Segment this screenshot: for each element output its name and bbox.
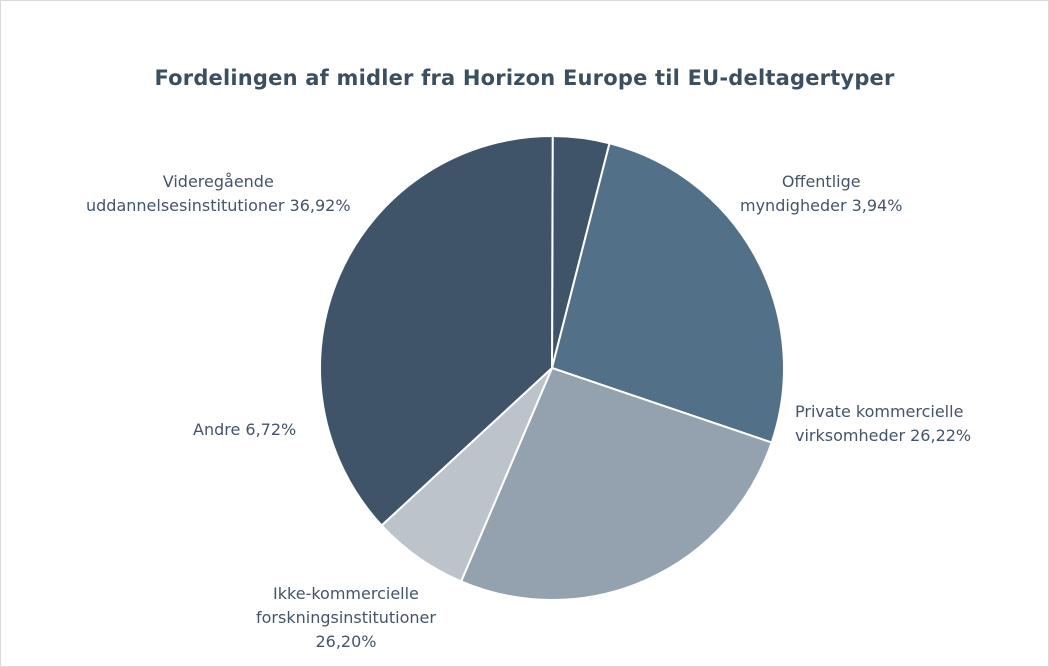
pie-slice-videreg-ende-uddannelsesinstitutioner — [319, 134, 554, 527]
label-private-kommercielle-virksomheder: Private kommercielle virksomheder 26,22% — [795, 402, 972, 445]
label-ikke-kommercielle-forskningsinstitutioner: Ikke-kommercielle forskningsinstitutione… — [256, 584, 436, 651]
pie-slice-private-kommercielle-virksomheder — [550, 142, 785, 444]
label-videregaaende-uddannelsesinstitutioner: Videregående uddannelsesinstitutioner 36… — [86, 172, 351, 215]
label-andre: Andre 6,72% — [193, 420, 297, 439]
chart-title: Fordelingen af midler fra Horizon Europe… — [154, 66, 895, 90]
label-offentlige-myndigheder: Offentlige myndigheder 3,94% — [740, 172, 903, 215]
pie-slice-ikke-kommercielle-forskningsinstitutioner — [459, 366, 773, 601]
